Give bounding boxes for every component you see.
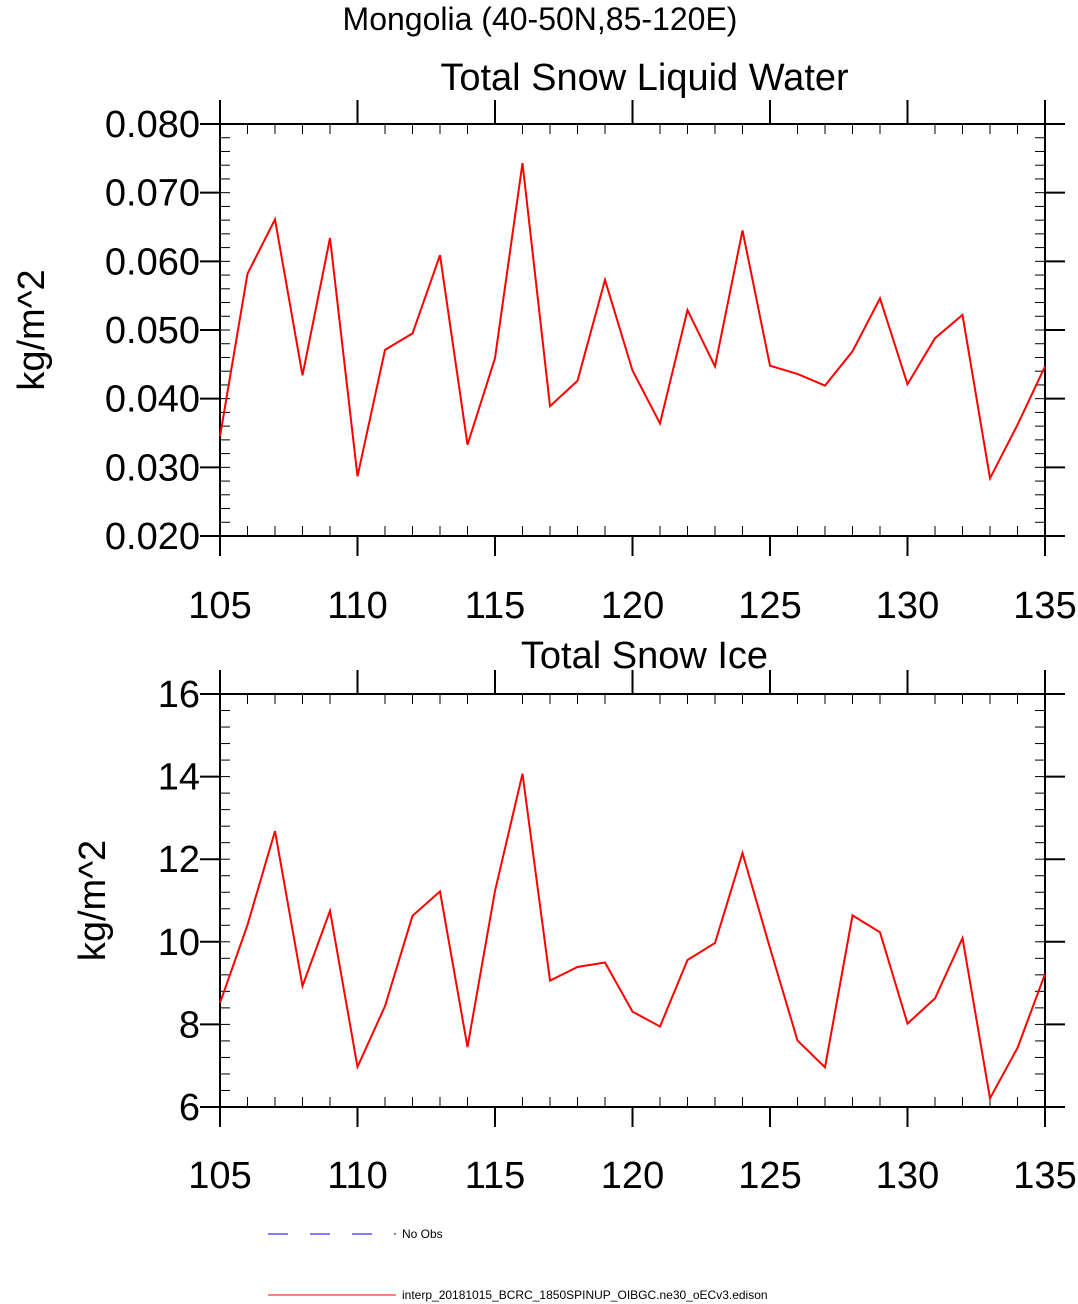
series-line xyxy=(219,162,1046,482)
y-tick-label: 14 xyxy=(158,757,200,799)
y-tick-label: 0.050 xyxy=(105,310,200,352)
plot-frame xyxy=(219,693,1046,1108)
legend-label-1: No Obs xyxy=(402,1227,443,1241)
y-axis-label: kg/m^2 xyxy=(11,269,53,390)
x-tick-label: 125 xyxy=(738,1155,801,1197)
series-line xyxy=(219,773,1046,1102)
y-tick-label: 0.040 xyxy=(105,379,200,421)
y-tick-label: 0.080 xyxy=(105,104,200,146)
y-tick-label: 0.070 xyxy=(105,173,200,215)
x-tick-label: 125 xyxy=(738,585,801,627)
y-tick-label: 12 xyxy=(158,839,200,881)
y-axis-label: kg/m^2 xyxy=(72,840,114,961)
y-tick-label: 6 xyxy=(179,1087,200,1129)
x-tick-label: 120 xyxy=(601,585,664,627)
y-tick-label: 0.060 xyxy=(105,241,200,283)
x-tick-label: 130 xyxy=(876,585,939,627)
chart-1: Total Snow Liquid Water kg/m^2 0.020 0.030 0… xyxy=(11,57,1077,627)
x-tick-label: 115 xyxy=(465,1155,526,1197)
x-tick-label: 135 xyxy=(1013,585,1076,627)
x-tick-label: 110 xyxy=(327,585,388,627)
y-tick-label: 0.020 xyxy=(105,516,200,558)
legend-label-2: interp_20181015_BCRC_1850SPINUP_OIBGC.ne… xyxy=(402,1288,768,1302)
plot-frame xyxy=(219,123,1046,537)
y-tick-label: 10 xyxy=(158,922,200,964)
x-tick-label: 130 xyxy=(876,1155,939,1197)
y-tick-label: 16 xyxy=(158,674,200,716)
x-tick-label: 110 xyxy=(327,1155,388,1197)
legend: No Obs interp_20181015_BCRC_1850SPINUP_OI… xyxy=(268,1227,768,1302)
y-tick-label: 8 xyxy=(179,1004,200,1046)
x-tick-label: 115 xyxy=(465,585,526,627)
x-tick-label: 105 xyxy=(188,1155,251,1197)
chart-title: Total Snow Liquid Water xyxy=(440,57,849,99)
page-header: Mongolia (40-50N,85-120E) xyxy=(343,1,738,37)
chart-2: Total Snow Ice kg/m^2 6 8 10 12 14 16 105 110 115 1… xyxy=(72,635,1077,1197)
y-tick-label: 0.030 xyxy=(105,447,200,489)
x-tick-label: 135 xyxy=(1013,1155,1076,1197)
chart-title: Total Snow Ice xyxy=(521,635,768,677)
x-tick-label: 105 xyxy=(188,585,251,627)
x-tick-label: 120 xyxy=(601,1155,664,1197)
